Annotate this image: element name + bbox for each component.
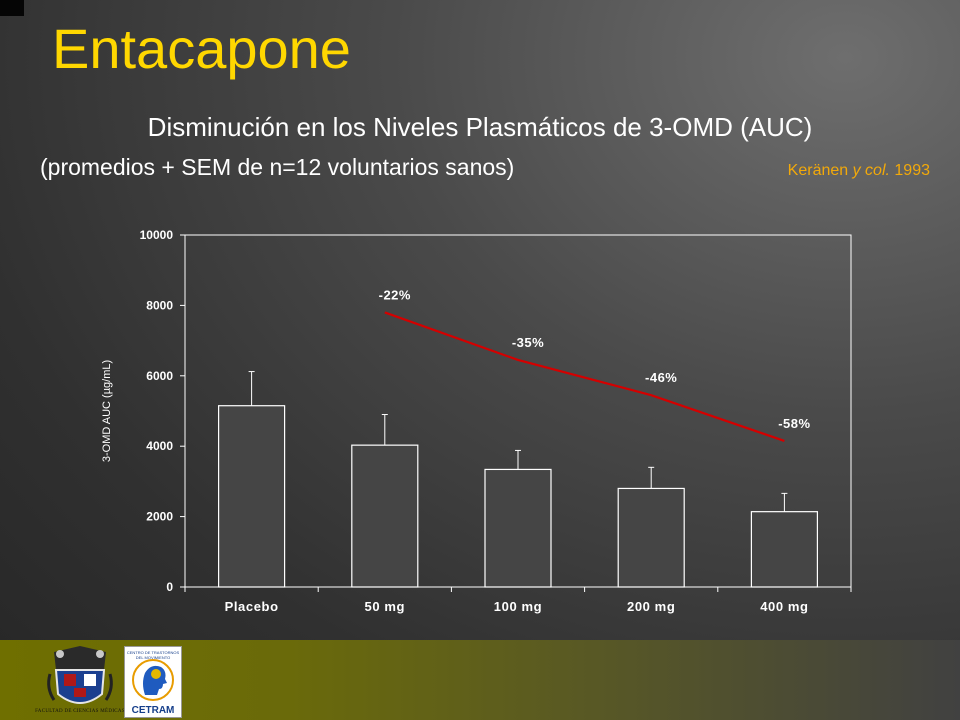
y-tick-label: 8000 [146,298,173,312]
trend-line [384,311,785,442]
citation: Keränen y col. 1993 [788,162,930,180]
citation-author: Keränen [787,162,853,179]
y-tick-label: 10000 [140,228,174,242]
faculty-logo-caption: FACULTAD DE CIENCIAS MÉDICAS [35,709,125,714]
head-profile-icon [132,659,174,701]
trend-percent-label: -35% [512,335,544,350]
x-tick-label: 400 mg [760,599,808,614]
x-tick-label: Placebo [225,599,279,614]
y-tick-label: 0 [166,580,173,594]
y-tick-label: 2000 [146,510,173,524]
bar [218,405,286,588]
cetram-label: CETRAM [131,705,175,716]
corner-mark [0,0,24,16]
trend-percent-label: -58% [778,416,810,431]
cetram-logo-top: CENTRO DE TRASTORNOS DEL MOVIMIENTO [126,650,180,660]
trend-percent-label: -22% [379,287,411,302]
trend-percent-label: -46% [645,370,677,385]
y-axis-label: 3-OMD AUC (µg/mL) [101,360,113,462]
bar [617,487,685,588]
slide-subtitle: Disminución en los Niveles Plasmáticos d… [147,112,813,142]
citation-year: 1993 [889,162,930,179]
y-tick-label: 4000 [146,439,173,453]
y-tick-label: 6000 [146,369,173,383]
bar [750,511,819,588]
slide-title: Entacapone [52,17,351,80]
faculty-shield-logo [47,646,113,704]
x-tick-label: 100 mg [494,599,542,614]
bar [351,444,419,588]
citation-etal: y col. [852,162,890,179]
sample-note: (promedios + SEM de n=12 voluntarios san… [40,154,515,180]
x-tick-label: 50 mg [365,599,406,614]
cetram-logo: CENTRO DE TRASTORNOS DEL MOVIMIENTO CETR… [124,646,182,718]
x-tick-label: 200 mg [627,599,675,614]
bar [484,468,552,588]
